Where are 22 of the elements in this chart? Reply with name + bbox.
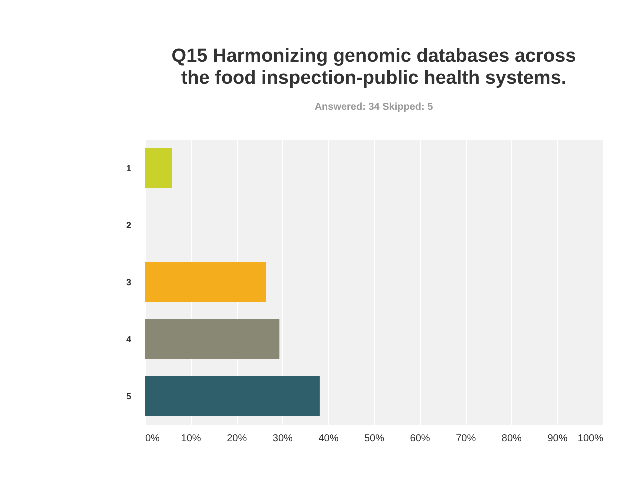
x-tick-label: 60%: [410, 434, 430, 444]
bar: [145, 262, 266, 302]
bar: [145, 320, 280, 360]
y-tick-label: 5: [126, 392, 132, 402]
chart-title: Q15 Harmonizing genomic databases across the food inspection-public health systems.: [172, 46, 576, 89]
chart-subtitle: Answered: 34 Skipped: 5: [314, 102, 434, 113]
y-tick-label: 1: [126, 164, 132, 174]
x-tick-label: 70%: [456, 434, 476, 444]
y-tick-label: 2: [126, 220, 132, 230]
x-tick-label: 50%: [364, 434, 385, 444]
x-tick-label: 40%: [318, 434, 339, 444]
y-tick-label: 4: [126, 334, 132, 344]
x-tick-label: 100%: [578, 434, 604, 444]
x-tick-label: 30%: [272, 434, 294, 444]
x-tick-label: 0%: [146, 434, 160, 444]
x-tick-label: 90%: [548, 434, 568, 444]
bar: [145, 376, 320, 416]
x-tick-label: 80%: [502, 434, 522, 444]
bar: [145, 148, 172, 188]
y-tick-label: 3: [126, 278, 132, 288]
x-tick-label: 20%: [227, 434, 248, 444]
x-tick-label: 10%: [181, 434, 202, 444]
